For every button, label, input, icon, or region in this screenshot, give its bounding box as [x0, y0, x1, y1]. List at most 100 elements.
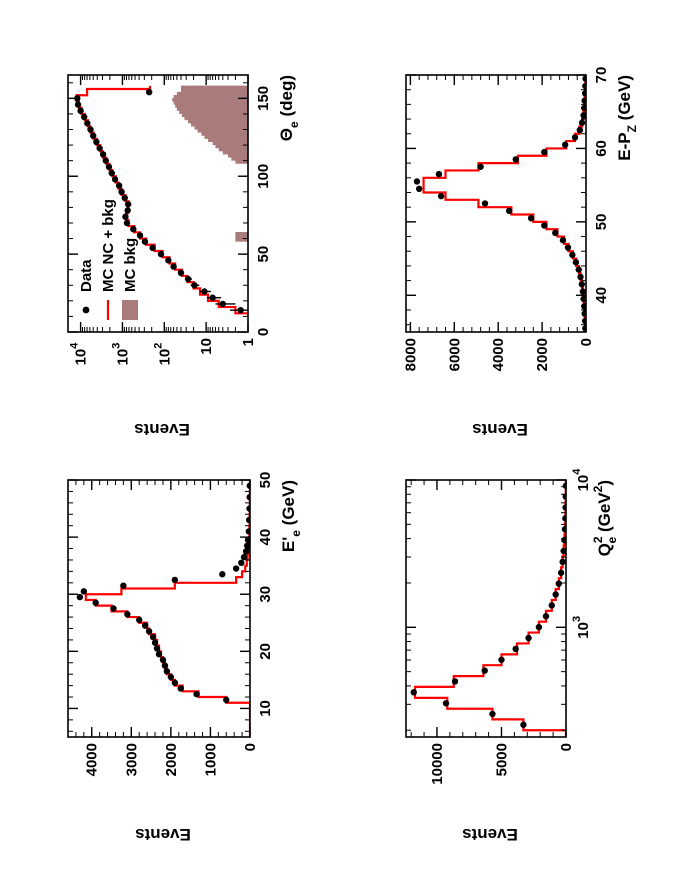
- y-tick-label: 1000: [202, 743, 219, 776]
- data-point: [136, 616, 143, 624]
- bkg-bar: [222, 151, 248, 155]
- data-point: [223, 696, 230, 704]
- mc-step-line: [413, 480, 566, 737]
- data-point: [415, 185, 423, 193]
- data-point: [177, 685, 184, 692]
- legend-label: MC bkg: [122, 238, 139, 292]
- plot-area: [74, 85, 248, 315]
- bkg-bar: [172, 98, 248, 102]
- data-point: [151, 639, 159, 646]
- panel-ee: 10 20 30 40 50 0 1000 2000 3000 4000 Events E'e (Ge…: [67, 472, 303, 844]
- data-point: [96, 145, 103, 152]
- data-point: [410, 689, 417, 696]
- y-tick-label: 6000: [446, 338, 463, 371]
- y-tick-label: 103: [110, 343, 131, 366]
- data-point: [572, 259, 580, 266]
- y-tick-label: 8000: [402, 338, 419, 371]
- data-point: [505, 207, 513, 215]
- data-point: [77, 107, 84, 115]
- x-tick-label: 40: [257, 529, 274, 546]
- data-point: [238, 559, 245, 567]
- data-point: [240, 553, 248, 561]
- mc-step-line: [422, 75, 586, 332]
- data-point: [102, 157, 109, 164]
- data-point: [76, 593, 84, 601]
- x-tick-label: 70: [593, 67, 610, 84]
- bkg-bar: [181, 113, 248, 118]
- data-point: [153, 645, 161, 652]
- plot-area: [410, 480, 566, 737]
- data-point: [576, 126, 584, 134]
- x-axis-label: Q2e (GeV2): [591, 480, 619, 556]
- data-point: [580, 112, 586, 119]
- data-point: [498, 656, 505, 663]
- bkg-bar: [208, 138, 248, 142]
- data-point: [481, 667, 488, 674]
- data-point: [81, 113, 88, 121]
- data-point: [167, 673, 175, 681]
- data-point: [541, 222, 548, 229]
- data-point: [525, 634, 532, 642]
- plot-frame: [405, 74, 587, 333]
- y-tick-label: 3000: [123, 743, 140, 776]
- data-point: [578, 119, 586, 126]
- data-point: [118, 188, 125, 196]
- data-point: [149, 244, 156, 252]
- data-point: [561, 141, 569, 148]
- y-tick-label: 10: [198, 338, 215, 355]
- data-point: [237, 306, 244, 314]
- data-point: [145, 88, 153, 96]
- data-point: [177, 269, 185, 277]
- bkg-bar: [235, 232, 248, 236]
- bkg-bar: [194, 126, 248, 130]
- data-point: [541, 148, 548, 156]
- y-tick-label: 0: [578, 338, 595, 346]
- y-tick-label: 102: [152, 343, 173, 366]
- bkg-bar: [197, 129, 248, 133]
- legend-label: MC NC + bkg: [100, 199, 117, 292]
- data-point: [581, 90, 586, 97]
- data-point: [451, 678, 459, 685]
- data-point: [157, 250, 165, 258]
- x-tick-label: 50: [593, 214, 610, 231]
- data-point: [115, 182, 123, 189]
- x-tick-label: 0: [255, 328, 272, 336]
- bkg-bar: [235, 160, 248, 164]
- panel-epz: 40 50 60 70 0 2000 4000 6000 8000 Events E-PZ (GeV…: [402, 67, 639, 439]
- data-point: [145, 628, 153, 635]
- bkg-bar: [201, 132, 248, 136]
- data-point: [165, 257, 172, 264]
- data-point: [581, 310, 586, 317]
- legend-marker-bkg: [122, 300, 138, 320]
- bkg-bar: [176, 107, 248, 111]
- data-point: [527, 214, 535, 222]
- bkg-bar: [204, 135, 248, 139]
- data-point: [124, 611, 131, 618]
- data-point: [74, 101, 82, 108]
- panel-q2: 103 104 0 5000 10000 Events Q2e (GeV2): [405, 468, 619, 844]
- data-point: [141, 622, 149, 629]
- bkg-bar: [228, 154, 248, 158]
- y-tick-label: 10000: [429, 743, 446, 785]
- data-point: [578, 281, 586, 288]
- data-point: [80, 588, 88, 595]
- y-tick-label: 1: [240, 338, 257, 346]
- y-axis-label: Events: [462, 825, 518, 844]
- y-tick-label: 5000: [493, 743, 510, 776]
- data-point: [141, 238, 149, 245]
- data-point: [413, 178, 421, 185]
- data-point: [184, 275, 192, 283]
- data-point: [122, 213, 129, 220]
- data-point: [87, 126, 94, 133]
- y-tick-label: 0: [558, 743, 575, 751]
- y-tick-label: 4000: [84, 743, 101, 776]
- x-tick-label: 10: [257, 700, 274, 717]
- data-point: [512, 645, 519, 653]
- bkg-bar: [188, 119, 248, 124]
- data-point: [442, 700, 450, 707]
- data-point: [120, 582, 127, 589]
- y-tick-label: 4000: [490, 338, 507, 371]
- data-point: [123, 219, 131, 227]
- x-tick-label: 100: [255, 164, 272, 189]
